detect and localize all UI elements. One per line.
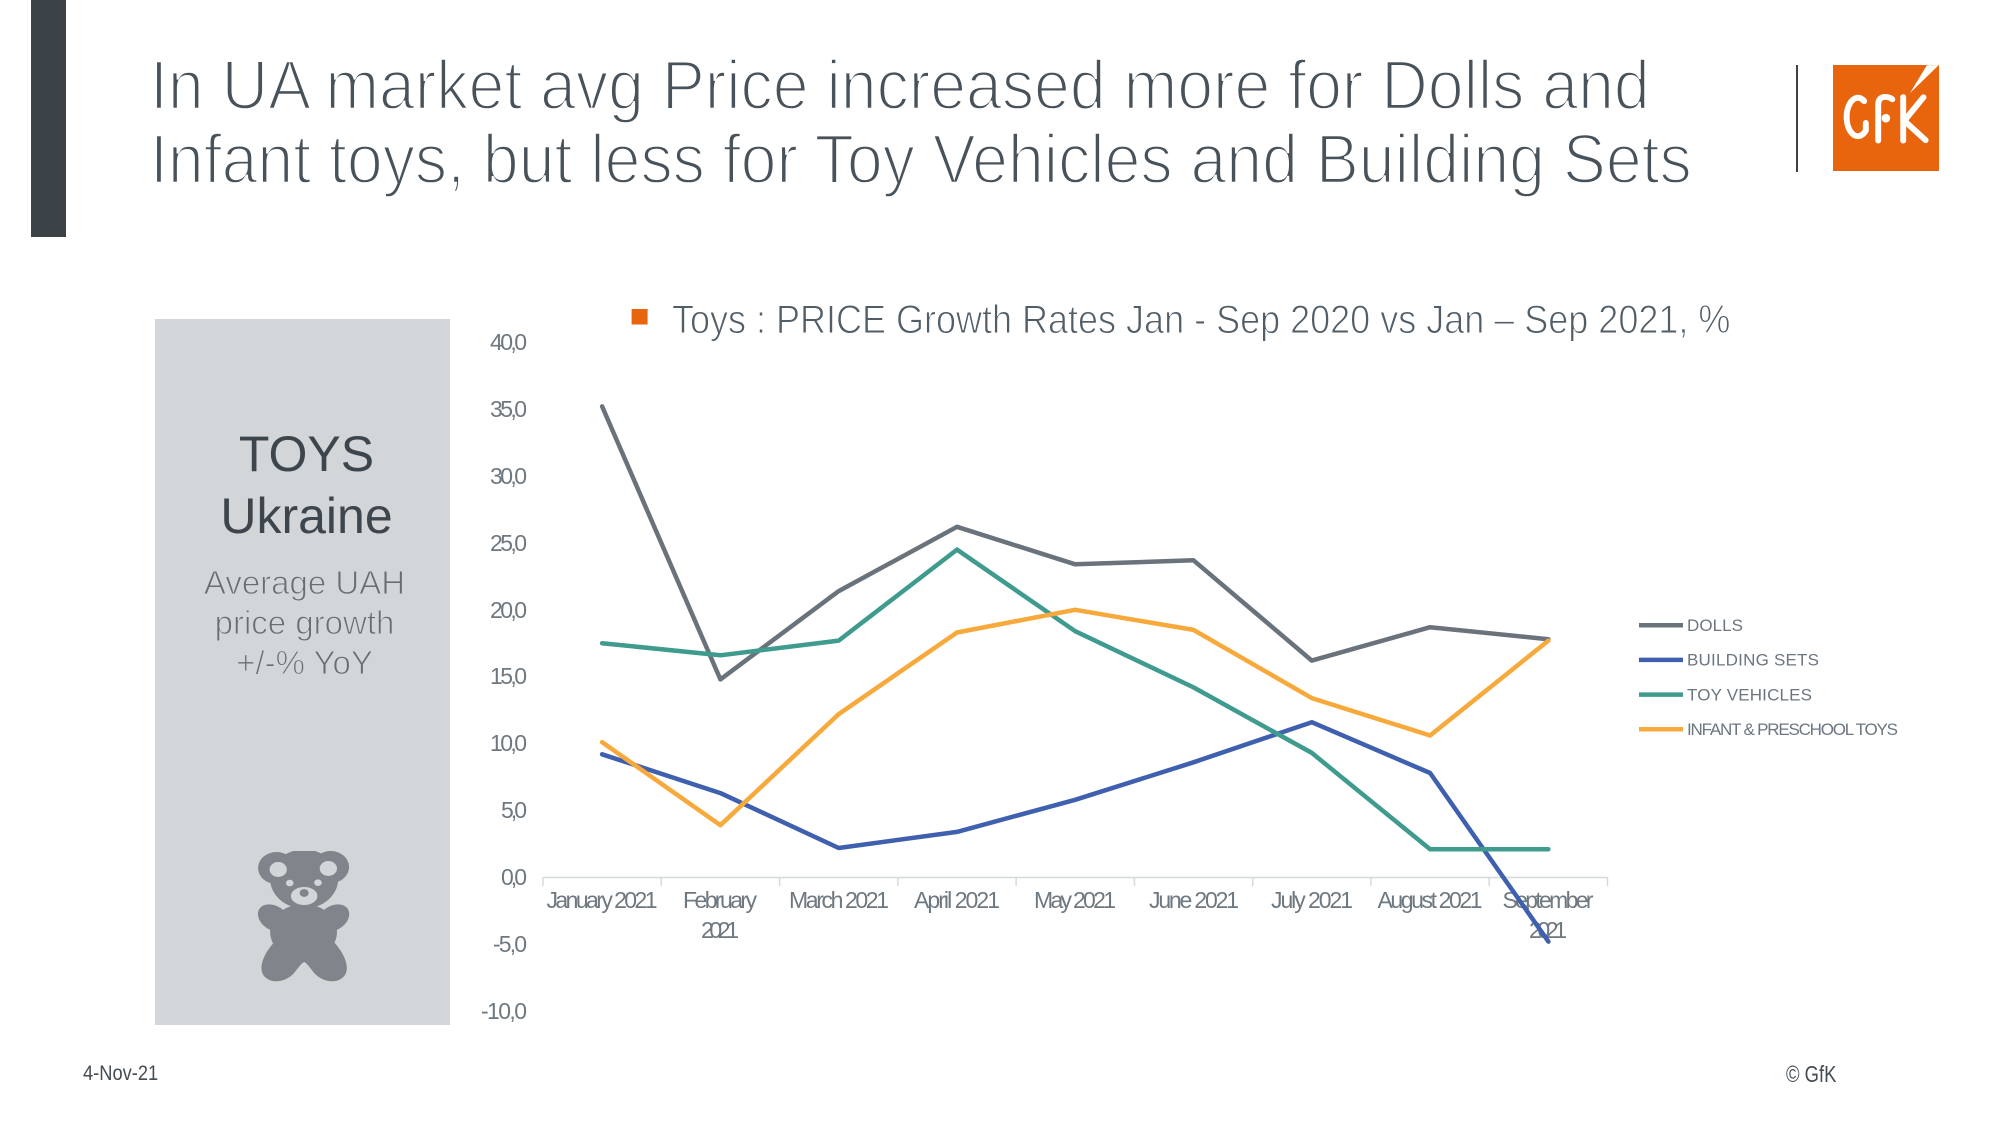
svg-text:2021: 2021 <box>701 917 739 943</box>
svg-text:January 2021: January 2021 <box>547 887 658 913</box>
svg-text:INFANT & PRESCHOOL TOYS: INFANT & PRESCHOOL TOYS <box>1687 720 1898 739</box>
svg-text:TOY VEHICLES: TOY VEHICLES <box>1687 685 1812 704</box>
svg-text:September: September <box>1503 887 1594 913</box>
svg-text:DOLLS: DOLLS <box>1687 616 1743 635</box>
svg-text:August 2021: August 2021 <box>1378 887 1483 913</box>
svg-text:15,0: 15,0 <box>490 663 527 689</box>
svg-text:40,0: 40,0 <box>490 329 527 355</box>
svg-text:BUILDING SETS: BUILDING SETS <box>1687 651 1819 670</box>
svg-text:-5,0: -5,0 <box>493 931 527 957</box>
svg-text:July 2021: July 2021 <box>1271 887 1353 913</box>
svg-text:25,0: 25,0 <box>490 530 527 556</box>
svg-text:35,0: 35,0 <box>490 396 527 422</box>
svg-text:Toys : PRICE Growth Rates Jan: Toys : PRICE Growth Rates Jan - Sep 2020… <box>672 298 1730 342</box>
svg-text:May 2021: May 2021 <box>1034 887 1116 913</box>
svg-text:20,0: 20,0 <box>490 597 527 623</box>
svg-text:-10,0: -10,0 <box>481 998 527 1024</box>
svg-text:March 2021: March 2021 <box>789 887 889 913</box>
svg-text:0,0: 0,0 <box>501 864 527 890</box>
svg-text:February: February <box>683 887 758 913</box>
svg-text:April 2021: April 2021 <box>914 887 1000 913</box>
svg-text:10,0: 10,0 <box>490 730 527 756</box>
svg-text:30,0: 30,0 <box>490 463 527 489</box>
svg-text:June 2021: June 2021 <box>1149 887 1239 913</box>
svg-text:5,0: 5,0 <box>501 797 527 823</box>
